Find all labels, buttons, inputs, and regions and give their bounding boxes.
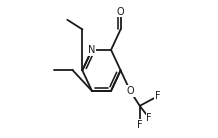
Text: N: N <box>88 45 96 55</box>
Text: O: O <box>126 86 134 96</box>
Text: F: F <box>155 91 160 101</box>
Text: F: F <box>137 120 143 130</box>
Text: O: O <box>117 7 124 17</box>
Text: F: F <box>146 113 152 123</box>
